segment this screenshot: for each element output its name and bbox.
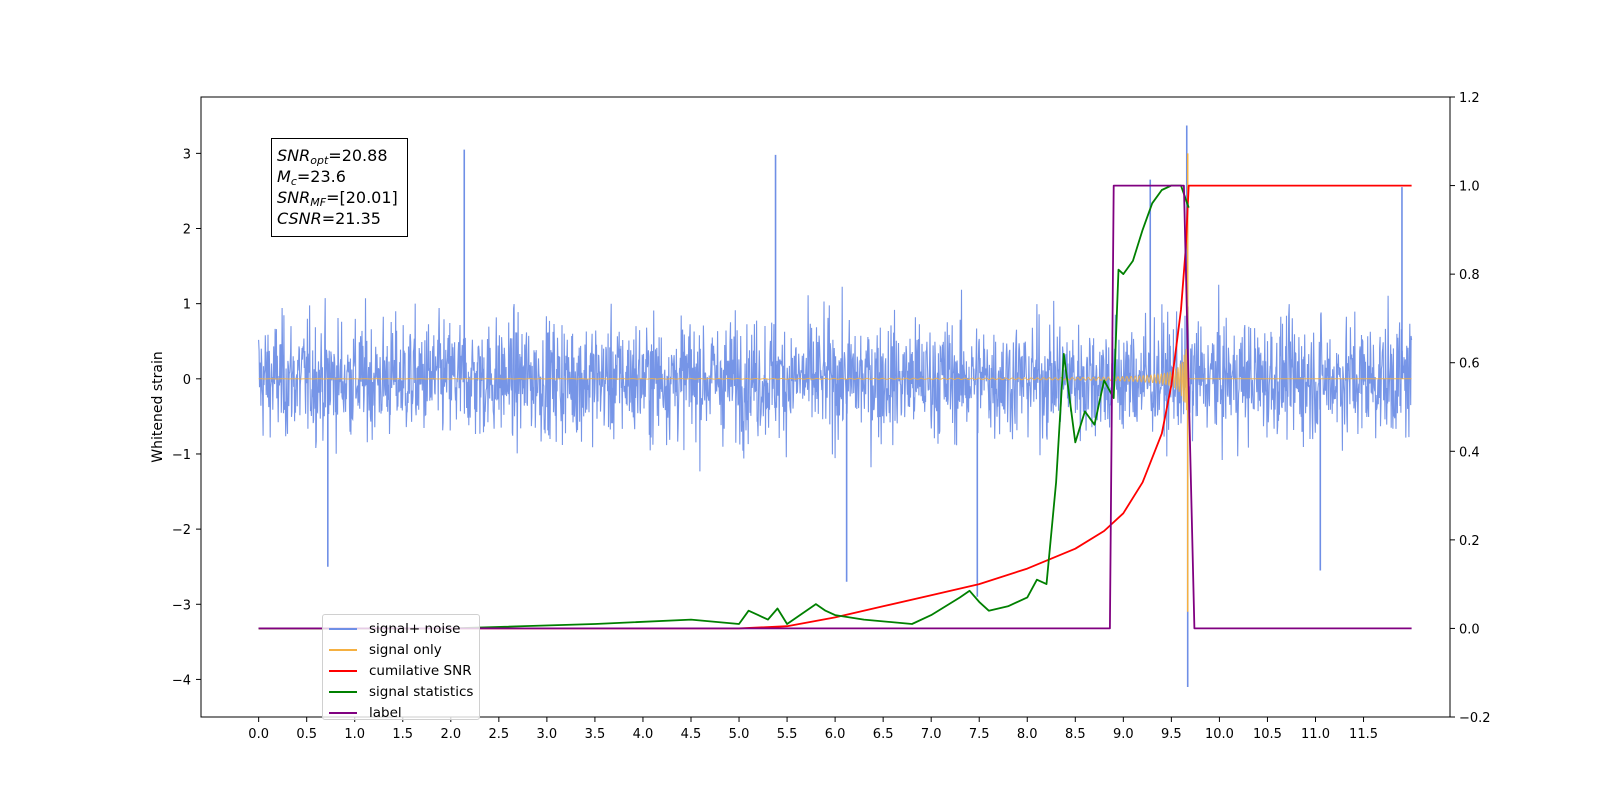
y-tick-label: 1	[183, 298, 191, 313]
x-tick-label: 6.5	[873, 727, 894, 742]
snr-mf-line: SNRMF=[20.01]	[277, 188, 398, 209]
legend-swatch	[329, 711, 357, 714]
y-tick-label: 2	[183, 223, 191, 238]
legend-label: signal only	[369, 641, 442, 658]
x-tick-label: 1.0	[344, 727, 365, 742]
signal-plus-noise-line	[258, 284, 1413, 472]
legend-swatch	[329, 669, 357, 672]
y-axis-left: −4 −3 −2 −1 0 1 2 3	[172, 147, 201, 688]
y-tick-label: −4	[172, 673, 191, 688]
legend-item-cumulative-snr: cumilative SNR	[329, 660, 479, 681]
signal-statistics-line	[258, 184, 1190, 630]
x-tick-label: 7.5	[969, 727, 990, 742]
series-lines	[258, 184, 1412, 630]
legend-item-label: label	[329, 702, 479, 723]
snr-opt-line: SNRopt=20.88	[277, 146, 388, 167]
legend: signal+ noise signal only cumilative SNR…	[322, 614, 480, 723]
x-tick-label: 2.5	[488, 727, 509, 742]
label-line	[258, 184, 1412, 630]
x-tick-label: 3.5	[585, 727, 606, 742]
legend-swatch	[329, 648, 357, 651]
y2-tick-label: 0.2	[1459, 534, 1480, 549]
legend-item-signal-only: signal only	[329, 639, 479, 660]
legend-swatch	[329, 690, 357, 693]
x-axis: 0.0 0.5 1.0 1.5 2.0 2.5 3.0 3.5 4.0 4.5 5.0 5.5 6.0 6…	[248, 717, 1378, 742]
y2-tick-label: 0.0	[1459, 622, 1480, 637]
x-tick-label: 8.0	[1017, 727, 1038, 742]
plot-frame	[200, 96, 1451, 718]
legend-label: cumilative SNR	[369, 662, 472, 679]
y2-tick-label: 1.0	[1459, 180, 1480, 195]
y-tick-label: 3	[183, 147, 191, 162]
x-tick-label: 4.5	[681, 727, 702, 742]
x-tick-label: 6.0	[825, 727, 846, 742]
x-tick-label: 4.0	[633, 727, 654, 742]
x-tick-label: 2.0	[440, 727, 461, 742]
mc-value: =23.6	[296, 167, 346, 186]
legend-label: signal statistics	[369, 683, 474, 700]
x-tick-label: 10.0	[1205, 727, 1234, 742]
y2-tick-label: 0.4	[1459, 445, 1480, 460]
x-tick-label: 9.5	[1161, 727, 1182, 742]
csnr-line: CSNR=21.35	[277, 209, 381, 228]
x-tick-label: 0.5	[296, 727, 317, 742]
cumulative-snr-line	[258, 184, 1412, 630]
snr-opt-value: =20.88	[328, 146, 388, 165]
x-tick-label: 9.0	[1113, 727, 1134, 742]
x-tick-label: 11.5	[1349, 727, 1378, 742]
y2-tick-label: 0.6	[1459, 357, 1480, 372]
y-tick-label: −1	[172, 448, 191, 463]
x-tick-label: 10.5	[1253, 727, 1282, 742]
x-tick-label: 1.5	[392, 727, 413, 742]
y-tick-label: −2	[172, 523, 191, 538]
legend-item-signal-statistics: signal statistics	[329, 681, 479, 702]
mc-line: Mc=23.6	[277, 167, 346, 188]
legend-label: label	[369, 704, 402, 721]
stats-annotation: SNRopt=20.88 Mc=23.6 SNRMF=[20.01] CSNR=…	[271, 138, 408, 237]
legend-label: signal+ noise	[369, 620, 461, 637]
snr-mf-value: =[20.01]	[326, 188, 398, 207]
y-axis-right: −0.2 0.0 0.2 0.4 0.6 0.8 1.0 1.2	[1450, 91, 1491, 726]
csnr-value: =21.35	[321, 209, 381, 228]
y2-tick-label: 0.8	[1459, 268, 1480, 283]
x-tick-label: 3.0	[537, 727, 558, 742]
x-tick-label: 11.0	[1301, 727, 1330, 742]
y2-tick-label: 1.2	[1459, 91, 1480, 106]
x-tick-label: 5.5	[777, 727, 798, 742]
x-tick-label: 5.0	[729, 727, 750, 742]
y-axis-label: Whitened strain	[150, 351, 166, 462]
legend-swatch	[329, 627, 357, 630]
y2-tick-label: −0.2	[1459, 711, 1491, 726]
y-tick-label: 0	[183, 373, 191, 388]
legend-item-signal-noise: signal+ noise	[329, 618, 479, 639]
y-tick-label: −3	[172, 598, 191, 613]
x-tick-label: 8.5	[1065, 727, 1086, 742]
x-tick-label: 7.0	[921, 727, 942, 742]
signal-only-line	[258, 325, 1412, 411]
x-tick-label: 0.0	[248, 727, 269, 742]
